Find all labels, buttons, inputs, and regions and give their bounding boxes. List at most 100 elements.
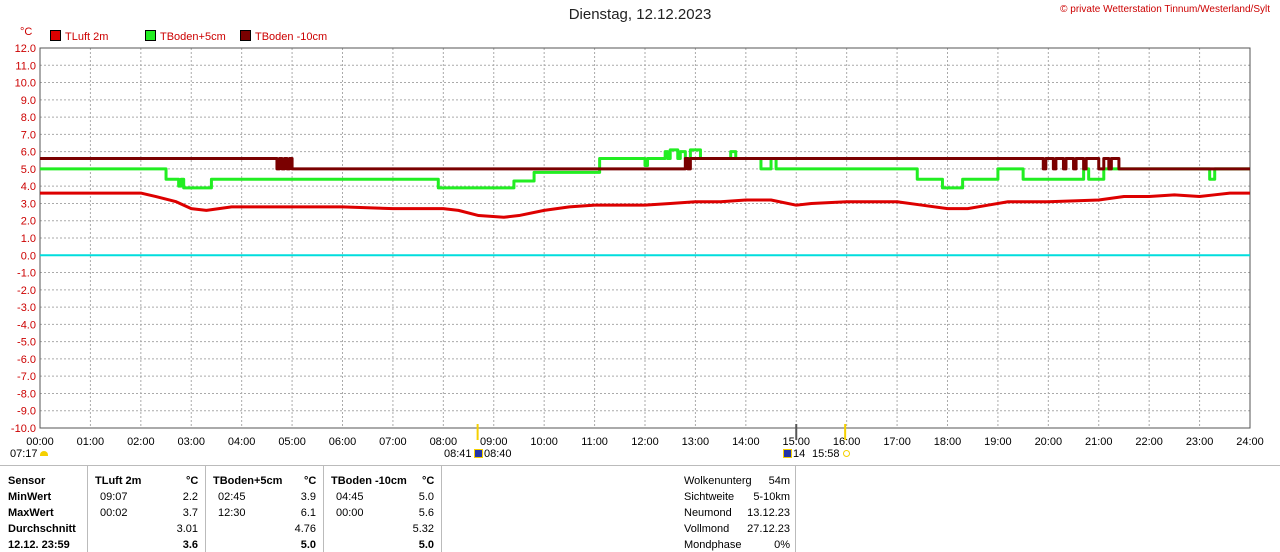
x-tick-label: 22:00 — [1135, 436, 1163, 448]
sunrise-icon — [474, 449, 483, 458]
x-tick-label: 14:00 — [732, 436, 760, 448]
info-value: 0% — [774, 539, 790, 551]
row-label: MaxWert — [8, 507, 54, 519]
moonset-time: 08:40 — [484, 448, 512, 460]
noon-marker: 14 — [793, 448, 806, 460]
x-tick-label: 02:00 — [127, 436, 155, 448]
sunset-icon — [843, 450, 850, 457]
info-value: 54m — [768, 475, 790, 487]
table-cell: 5.6 — [418, 507, 434, 519]
y-tick-label: 5.0 — [21, 164, 36, 176]
copyright-note: © private Wetterstation Tinnum/Westerlan… — [1060, 4, 1270, 15]
y-tick-label: -4.0 — [17, 319, 36, 331]
x-tick-label: 06:00 — [329, 436, 357, 448]
header-tboden10: TBoden -10cm — [331, 475, 407, 487]
x-tick-label: 23:00 — [1186, 436, 1214, 448]
table-cell: 4.76 — [294, 523, 316, 535]
x-tick-label: 19:00 — [984, 436, 1012, 448]
y-tick-label: -1.0 — [17, 268, 36, 280]
table-cell: 02:45 — [218, 491, 246, 503]
series-line-1 — [40, 148, 1250, 190]
table-cell: 6.1 — [300, 507, 316, 519]
legend-swatch — [240, 30, 251, 41]
row-label: 12.12. 23:59 — [8, 539, 70, 551]
table-divider — [0, 465, 1280, 466]
row-label: Durchschnitt — [8, 523, 76, 535]
x-tick-label: 04:00 — [228, 436, 256, 448]
row-label: MinWert — [8, 491, 52, 503]
series-line-0 — [40, 191, 1250, 219]
x-tick-label: 05:00 — [278, 436, 306, 448]
y-tick-label: -6.0 — [17, 354, 36, 366]
legend-item-tluft[interactable]: TLuft 2m — [50, 30, 108, 43]
x-tick-label: 08:00 — [430, 436, 458, 448]
y-tick-label: 12.0 — [15, 43, 36, 55]
y-tick-label: 3.0 — [21, 198, 36, 210]
y-tick-label: 10.0 — [15, 78, 36, 90]
x-tick-label: 10:00 — [530, 436, 558, 448]
y-tick-label: -5.0 — [17, 337, 36, 349]
sunset-time: 15:58 — [812, 448, 840, 460]
header-unit: °C — [304, 475, 317, 487]
x-tick-label: 12:00 — [631, 436, 659, 448]
table-divider — [205, 466, 206, 552]
table-cell: 3.7 — [182, 507, 198, 519]
y-tick-label: 4.0 — [21, 181, 36, 193]
y-tick-label: 6.0 — [21, 147, 36, 159]
y-tick-label: 8.0 — [21, 112, 36, 124]
info-value: 5-10km — [753, 491, 790, 503]
header-tluft: TLuft 2m — [95, 475, 142, 487]
table-cell: 04:45 — [336, 491, 364, 503]
table-cell: 00:00 — [336, 507, 364, 519]
y-tick-label: -2.0 — [17, 285, 36, 297]
info-label: Sichtweite — [684, 491, 735, 503]
table-cell: 5.0 — [418, 539, 434, 551]
sunrise-time: 08:41 — [444, 448, 472, 460]
y-tick-label: -9.0 — [17, 406, 36, 418]
info-label: Neumond — [684, 507, 732, 519]
legend-item-tboden5[interactable]: TBoden+5cm — [145, 30, 226, 43]
header-unit: °C — [422, 475, 435, 487]
x-tick-label: 20:00 — [1035, 436, 1063, 448]
y-tick-label: 11.0 — [15, 60, 36, 72]
table-divider — [87, 466, 88, 552]
y-tick-label: 9.0 — [21, 95, 36, 107]
table-cell: 3.01 — [176, 523, 198, 535]
legend-item-tboden10[interactable]: TBoden -10cm — [240, 30, 327, 43]
moonrise-icon — [40, 451, 48, 456]
legend-swatch — [145, 30, 156, 41]
y-tick-label: -3.0 — [17, 302, 36, 314]
info-label: Mondphase — [684, 539, 742, 551]
x-tick-label: 09:00 — [480, 436, 508, 448]
x-tick-label: 07:00 — [379, 436, 407, 448]
x-tick-label: 01:00 — [77, 436, 105, 448]
table-cell: 2.2 — [182, 491, 198, 503]
x-tick-label: 16:00 — [833, 436, 861, 448]
y-tick-label: 7.0 — [21, 129, 36, 141]
x-tick-label: 03:00 — [177, 436, 205, 448]
series-line-2 — [40, 157, 1250, 171]
x-tick-label: 13:00 — [682, 436, 710, 448]
x-tick-label: 17:00 — [883, 436, 911, 448]
table-divider — [323, 466, 324, 552]
table-cell: 5.0 — [300, 539, 316, 551]
table-cell: 3.9 — [300, 491, 316, 503]
x-tick-label: 21:00 — [1085, 436, 1113, 448]
table-cell: 3.6 — [182, 539, 198, 551]
header-sensor: Sensor — [8, 475, 46, 487]
y-tick-label: -10.0 — [11, 423, 36, 435]
y-tick-label: 0.0 — [21, 250, 36, 262]
info-label: Vollmond — [684, 523, 730, 535]
table-divider — [795, 466, 796, 552]
table-cell: 12:30 — [218, 507, 246, 519]
info-value: 27.12.23 — [747, 523, 790, 535]
table-cell: 09:07 — [100, 491, 128, 503]
y-tick-label: 2.0 — [21, 216, 36, 228]
moonrise-time: 07:17 — [10, 448, 38, 460]
y-tick-label: -7.0 — [17, 371, 36, 383]
x-tick-label: 24:00 — [1236, 436, 1264, 448]
header-unit: °C — [186, 475, 199, 487]
x-tick-label: 18:00 — [934, 436, 962, 448]
y-tick-label: 1.0 — [21, 233, 36, 245]
